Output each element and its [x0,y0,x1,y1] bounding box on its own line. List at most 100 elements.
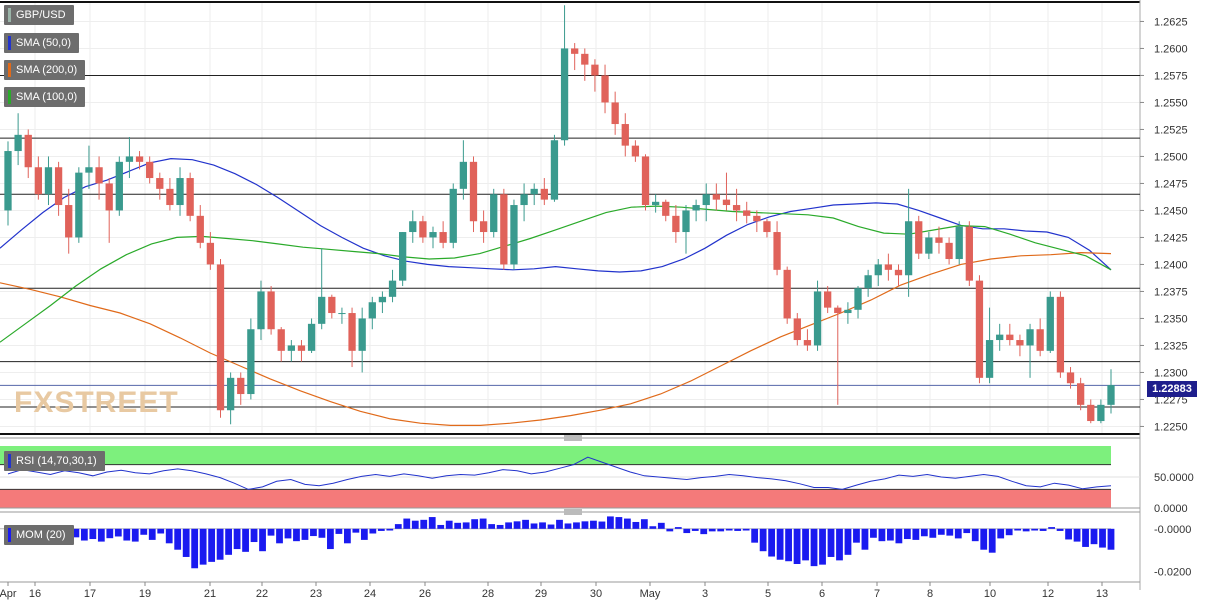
mom-bar [89,528,97,540]
candle-body [156,178,164,189]
mom-bar [691,528,699,531]
mom-bar [988,528,996,553]
mom-bar [776,528,784,560]
mom-bar [793,528,801,564]
candle-body [500,194,508,265]
mom-bar [182,528,190,557]
mom-bar [327,528,334,550]
mom-bar [225,528,232,555]
sma50-swatch [8,36,11,50]
candle-body [662,201,670,216]
legend-rsi-label: RSI (14,70,30,1) [16,455,97,467]
legend-mom-label: MOM (20) [16,529,66,541]
legend-rsi[interactable]: RSI (14,70,30,1) [4,451,105,471]
candle-body [14,134,22,152]
candle-body [95,167,103,184]
mom-bar [1056,528,1064,531]
mom-bar [615,517,623,529]
mom-bar [759,528,767,552]
mom-bar [522,519,529,529]
mom-bar [1082,528,1089,547]
candle-body [307,323,316,351]
legend-symbol[interactable]: GBP/USD [4,5,74,25]
x-tick-label: 29 [535,588,547,600]
candle-body [277,329,285,351]
mom-bar [946,528,954,536]
mom-bar [479,518,487,529]
price-tick-label: 1.2275 [1154,394,1188,406]
mom-bar [937,528,945,535]
candle-body [328,296,336,314]
candle-body [904,221,913,276]
candle-body [459,161,468,189]
legend-mom[interactable]: MOM (20) [4,525,74,545]
mom-bar [657,522,665,529]
x-tick-label: 22 [256,588,268,600]
legend-sma100[interactable]: SMA (100,0) [4,87,86,107]
candle-body [1046,296,1054,351]
mom-bar [140,528,148,535]
mom-bar [216,528,224,560]
candle-body [146,161,154,179]
price-tick-label: 1.2425 [1154,232,1188,244]
mom-bar [802,528,809,561]
x-tick-label: 21 [204,588,216,600]
candle-body [54,167,63,206]
mom-bar [1031,528,1039,531]
legend-sma200-label: SMA (200,0) [16,64,78,76]
candle-body [368,302,376,319]
x-tick-label: 16 [29,588,41,600]
mom-bar [912,528,920,540]
rsi-panel: 0.0000 50.0000 [0,446,1194,515]
mom-bar [471,519,479,529]
mom-bar [810,528,818,567]
candle-body [560,48,569,141]
mom-bar [259,528,266,552]
candle-body [702,194,710,206]
mom-bar [853,528,860,543]
legend-sma100-label: SMA (100,0) [16,91,78,103]
mom-bar [1099,528,1106,548]
mom-bar [191,528,199,569]
x-tick-label: 24 [364,588,376,600]
candle-body [1036,329,1044,351]
price-tick-label: 1.2350 [1154,313,1188,325]
candle-body [85,167,93,173]
mom-bar [895,528,903,544]
legend-symbol-label: GBP/USD [16,9,66,21]
candle-body [935,237,943,243]
x-tick-label: 23 [310,588,322,600]
mom-bar [717,528,725,532]
candle-body [24,134,32,168]
mom-bar [301,528,309,540]
candle-body [1066,372,1075,384]
legend-sma50-label: SMA (50,0) [16,37,72,49]
mom-bar [369,528,377,534]
mom-bar [157,528,165,534]
price-tick-label: 1.2550 [1154,97,1188,109]
candle-body [338,313,346,315]
legend-sma200[interactable]: SMA (200,0) [4,60,86,80]
mom-bar [1039,528,1047,531]
mom-bar [437,524,445,529]
mom-bar [360,528,368,540]
candle-body [682,210,690,233]
mom-bar [963,528,971,534]
candle-body [925,237,933,254]
candle-body [581,53,589,65]
candle-body [813,291,822,346]
candle-body [834,307,842,314]
mom-panel: -0.0000 -0.0200 [0,435,1191,578]
legend-sma50[interactable]: SMA (50,0) [4,33,80,53]
mom-bar [505,522,512,529]
candle-body [75,172,83,238]
mom-bar [836,528,843,561]
candle-body [1016,340,1024,346]
mom-bar [556,519,563,529]
candle-body [267,291,275,330]
rsi-tick-label: 0.0000 [1154,503,1188,515]
price-tick-label: 1.2525 [1154,124,1188,136]
candle-body [894,269,903,276]
candle-body [631,145,640,157]
